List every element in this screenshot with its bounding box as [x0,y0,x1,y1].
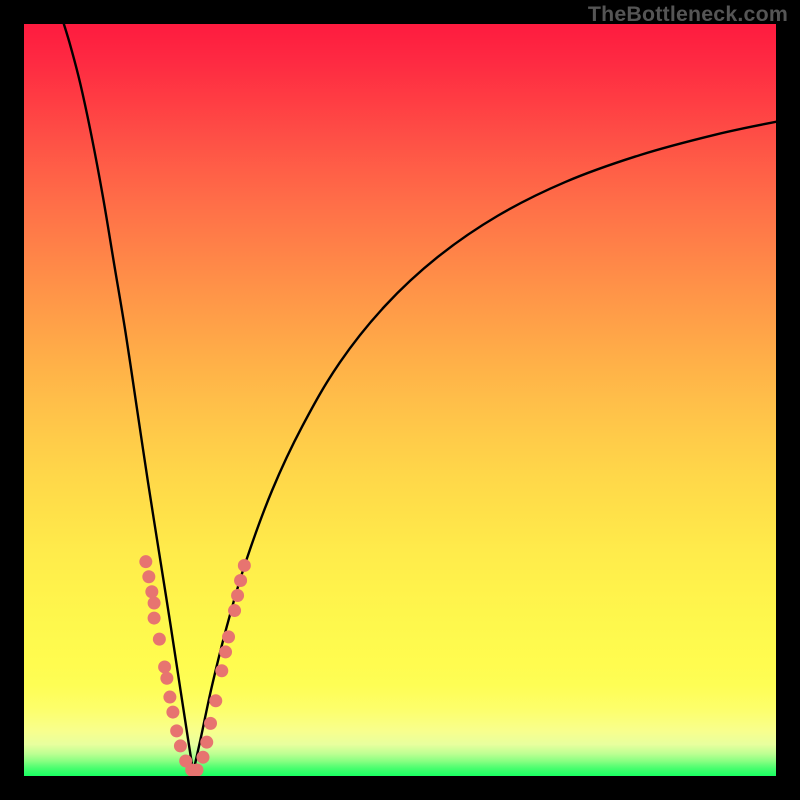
scatter-point [148,612,161,625]
scatter-point [158,660,171,673]
scatter-point [238,559,251,572]
scatter-point [222,630,235,643]
scatter-point [145,585,158,598]
plot-svg [24,24,776,776]
scatter-point [153,633,166,646]
scatter-point [228,604,241,617]
scatter-point [200,736,213,749]
scatter-point [139,555,152,568]
scatter-point [219,645,232,658]
figure-frame: TheBottleneck.com [0,0,800,800]
scatter-point [142,570,155,583]
scatter-point [166,706,179,719]
scatter-point [196,751,209,764]
scatter-point [160,672,173,685]
scatter-point [234,574,247,587]
scatter-point [231,589,244,602]
scatter-point [190,763,203,776]
scatter-point [170,724,183,737]
scatter-point [174,739,187,752]
scatter-point [148,597,161,610]
scatter-point [209,694,222,707]
scatter-point [163,691,176,704]
scatter-point [204,717,217,730]
scatter-point [215,664,228,677]
